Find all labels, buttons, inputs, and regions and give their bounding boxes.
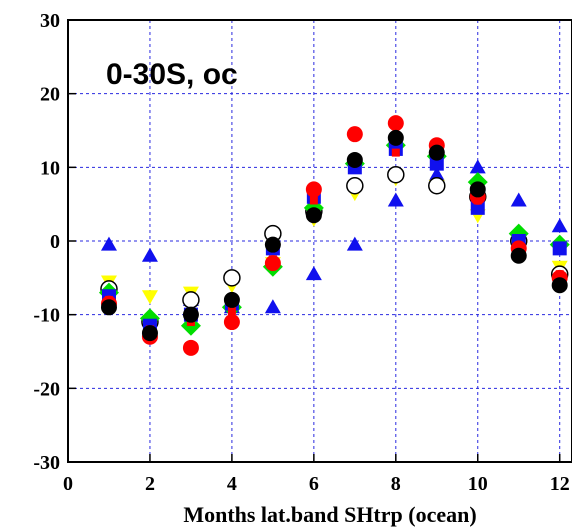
y-tick-label: -30 bbox=[33, 452, 60, 474]
x-tick-label: 10 bbox=[468, 473, 488, 495]
data-point bbox=[223, 269, 241, 287]
data-point bbox=[100, 299, 117, 316]
data-point bbox=[346, 126, 363, 143]
data-point bbox=[428, 144, 445, 161]
data-point bbox=[141, 325, 158, 342]
data-point bbox=[305, 266, 322, 281]
x-tick-label: 2 bbox=[145, 473, 155, 495]
data-point bbox=[346, 177, 364, 195]
y-tick-label: -20 bbox=[33, 378, 60, 400]
data-point bbox=[428, 177, 446, 195]
data-point bbox=[346, 236, 363, 251]
y-tick-label: 0 bbox=[50, 231, 60, 253]
data-point bbox=[387, 129, 404, 146]
x-tick-label: 12 bbox=[550, 473, 570, 495]
x-tick-label: 4 bbox=[227, 473, 237, 495]
series-2 bbox=[100, 172, 568, 305]
y-tick-label: 30 bbox=[40, 10, 60, 32]
y-tick-label: 20 bbox=[40, 84, 60, 106]
series-8 bbox=[100, 129, 568, 342]
data-point bbox=[182, 339, 199, 356]
data-point bbox=[510, 192, 527, 207]
data-point bbox=[387, 192, 404, 207]
chart-annotation: 0-30S, oc bbox=[106, 58, 238, 91]
data-point bbox=[510, 247, 527, 264]
data-point bbox=[227, 306, 236, 315]
data-point bbox=[141, 290, 158, 305]
data-point bbox=[182, 291, 200, 309]
data-point bbox=[551, 218, 568, 233]
series-1 bbox=[100, 159, 568, 314]
data-point bbox=[309, 196, 318, 205]
data-points bbox=[98, 115, 570, 356]
data-point bbox=[391, 148, 400, 157]
x-tick-label: 0 bbox=[63, 473, 73, 495]
series-5 bbox=[101, 141, 567, 333]
data-point bbox=[469, 181, 486, 198]
data-point bbox=[100, 236, 117, 251]
data-point bbox=[268, 255, 277, 264]
data-point bbox=[264, 299, 281, 314]
data-point bbox=[473, 196, 482, 205]
x-tick-label: 8 bbox=[391, 473, 401, 495]
data-point bbox=[551, 277, 568, 294]
data-point bbox=[223, 291, 240, 308]
data-point bbox=[141, 247, 158, 262]
x-tick-label: 6 bbox=[309, 473, 319, 495]
data-point bbox=[428, 166, 445, 181]
data-point bbox=[223, 314, 240, 331]
data-point bbox=[182, 306, 199, 323]
data-point bbox=[429, 156, 444, 171]
series-3 bbox=[100, 165, 569, 331]
series-6 bbox=[100, 115, 568, 356]
y-tick-label: 10 bbox=[40, 157, 60, 179]
x-axis-label: Months lat.band SHtrp (ocean) bbox=[183, 502, 476, 527]
data-point bbox=[305, 181, 322, 198]
data-point bbox=[387, 115, 404, 132]
data-point bbox=[387, 165, 405, 184]
data-point bbox=[552, 241, 567, 256]
data-point bbox=[264, 236, 281, 253]
series-4 bbox=[98, 135, 570, 336]
y-tick-label: -10 bbox=[33, 305, 60, 327]
data-point bbox=[346, 151, 363, 168]
data-point bbox=[469, 159, 486, 174]
data-point bbox=[555, 270, 564, 279]
data-point bbox=[305, 207, 322, 224]
